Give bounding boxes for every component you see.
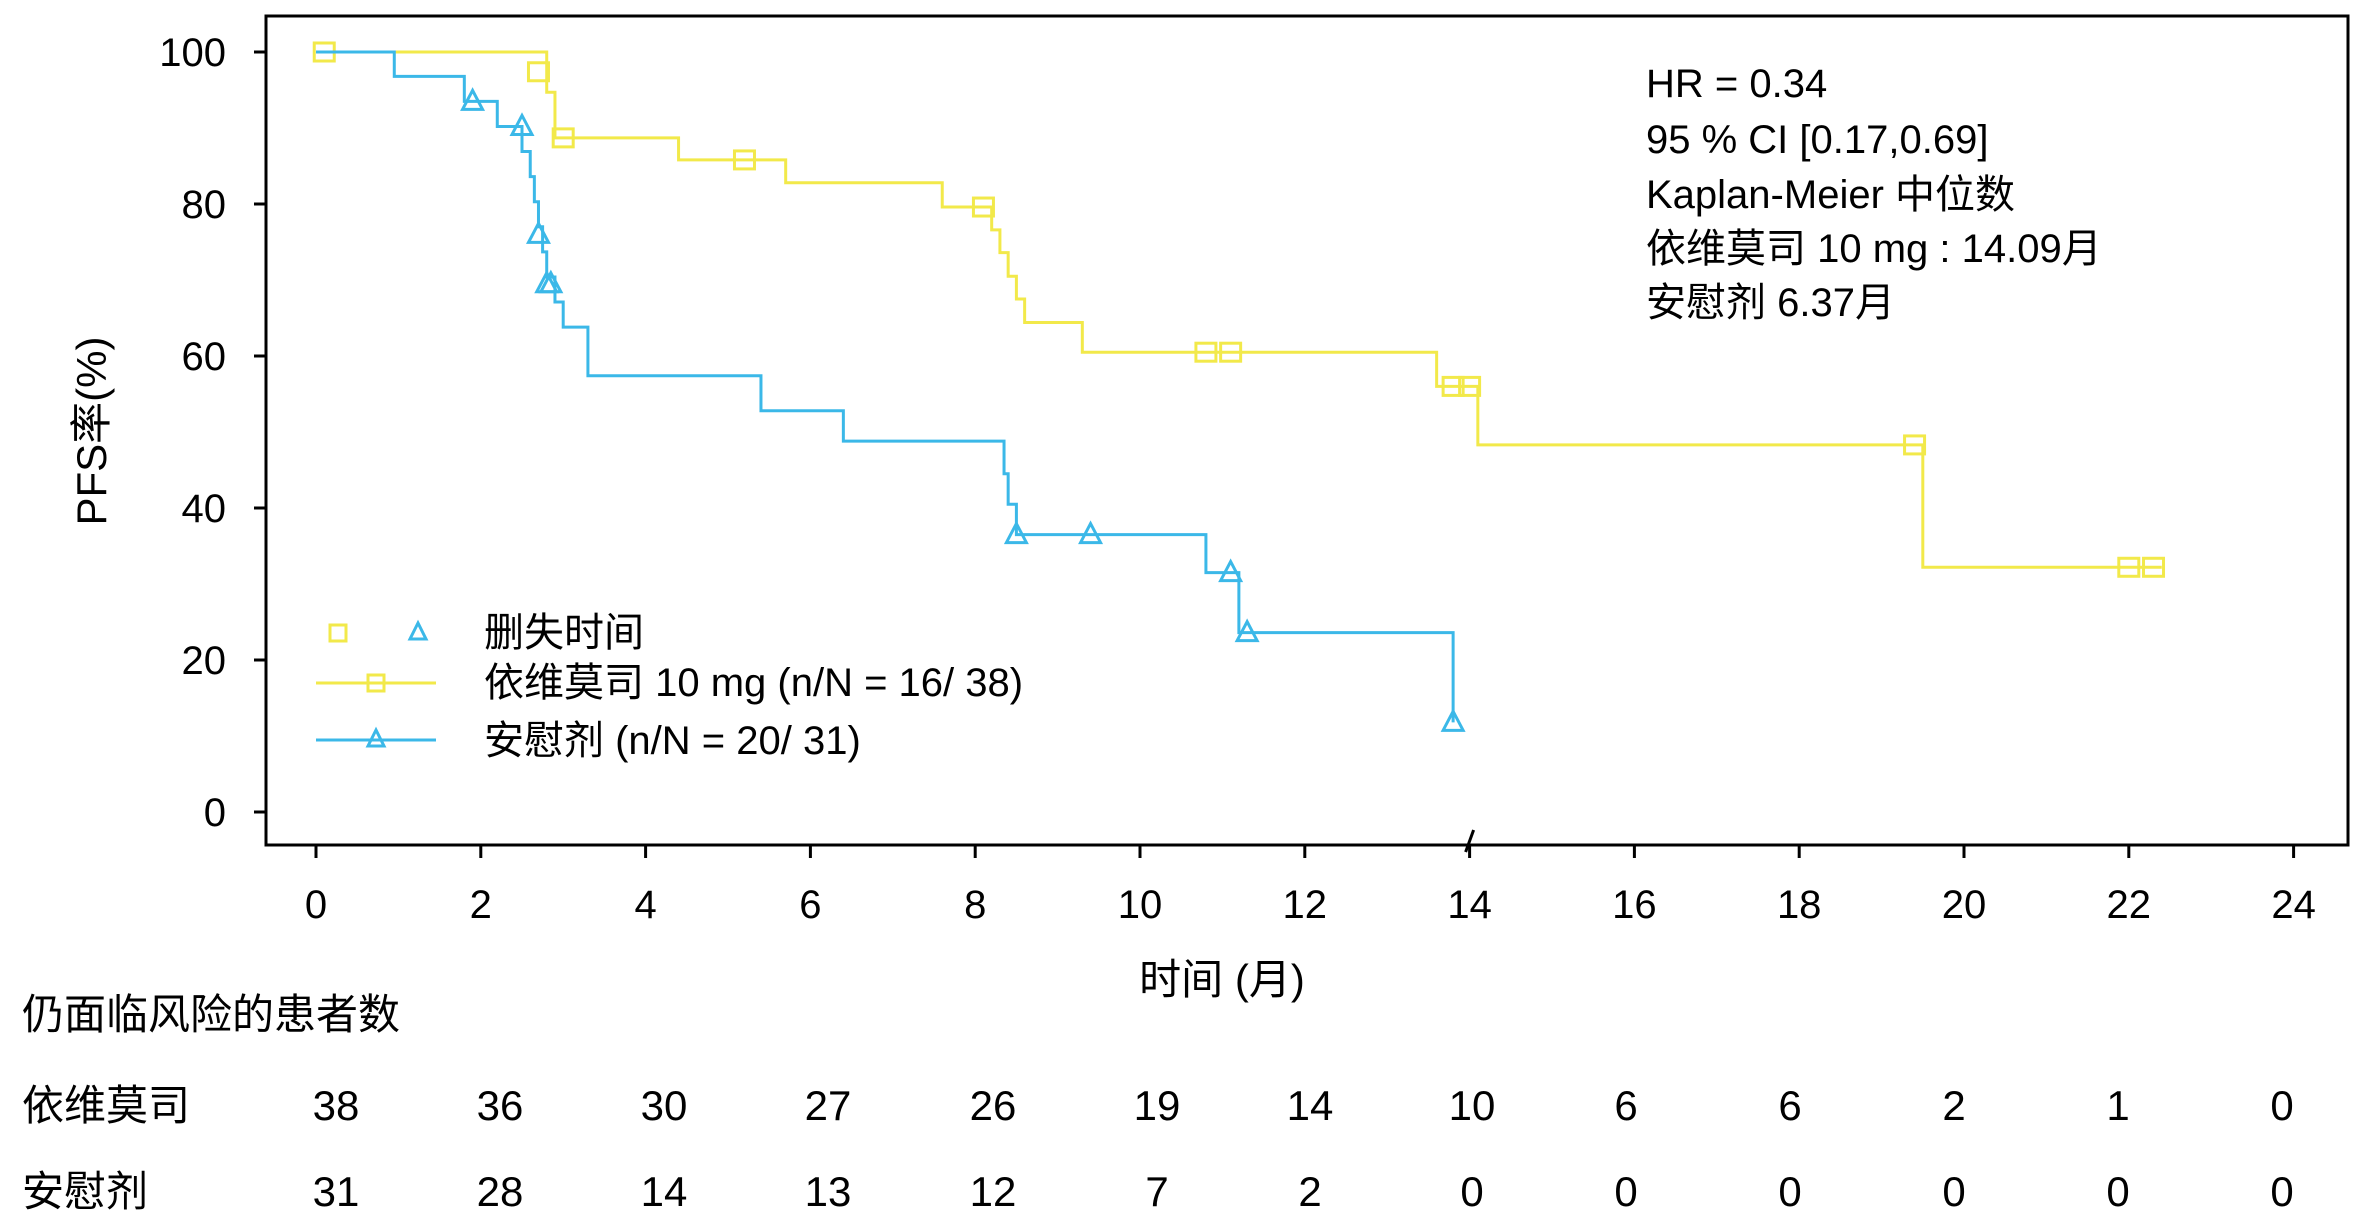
risk-value: 12 xyxy=(970,1168,1017,1215)
risk-value: 0 xyxy=(1460,1168,1483,1215)
legend: 删失时间 依维莫司 10 mg (n/N = 16/ 38) 安慰剂 (n/N … xyxy=(316,611,1023,763)
y-tick-label: 60 xyxy=(182,335,227,379)
risk-value: 0 xyxy=(2270,1082,2293,1129)
x-tick-label: 4 xyxy=(634,883,656,927)
risk-value: 13 xyxy=(805,1168,852,1215)
legend-placebo-marker xyxy=(365,726,387,748)
risk-value: 6 xyxy=(1614,1082,1637,1129)
censor-marker xyxy=(971,196,995,218)
x-tick-label: 20 xyxy=(1942,883,1987,927)
censor-marker xyxy=(1003,520,1029,545)
risk-value: 2 xyxy=(1942,1082,1965,1129)
x-tick-label: 12 xyxy=(1283,883,1328,927)
risk-row-label: 安慰剂 xyxy=(22,1168,148,1215)
risk-value: 31 xyxy=(313,1168,360,1215)
risk-value: 38 xyxy=(313,1082,360,1129)
risk-table: 仍面临风险的患者数 依维莫司 安慰剂 38 36 30 27 26 19 14 10 6 6 2 1 0… xyxy=(22,991,2294,1215)
risk-value: 14 xyxy=(1287,1082,1334,1129)
censor-marker xyxy=(2142,556,2166,578)
annotation-placebo-median: 安慰剂 6.37月 xyxy=(1646,281,1895,325)
censor-marker xyxy=(525,220,551,244)
x-tick-label: 24 xyxy=(2271,883,2316,927)
censor-marker xyxy=(1458,375,1482,397)
risk-value: 0 xyxy=(1614,1168,1637,1215)
risk-value: 36 xyxy=(477,1082,524,1129)
risk-value: 19 xyxy=(1134,1082,1181,1129)
censor-marker xyxy=(538,269,564,294)
x-tick-label: 8 xyxy=(964,883,986,927)
annotation-ci: 95 % CI [0.17,0.69] xyxy=(1646,118,1988,162)
legend-censor-label: 删失时间 xyxy=(484,611,644,655)
risk-table-title: 仍面临风险的患者数 xyxy=(22,991,400,1038)
risk-value: 26 xyxy=(970,1082,1017,1129)
risk-value: 28 xyxy=(477,1168,524,1215)
x-tick-label: 0 xyxy=(305,883,327,927)
legend-everolimus-marker xyxy=(366,673,386,693)
censor-marker xyxy=(2117,556,2141,578)
risk-row-label: 依维莫司 xyxy=(22,1082,190,1129)
censor-marker xyxy=(1441,375,1465,397)
y-axis-title: PFS率(%) xyxy=(68,336,115,525)
risk-value: 0 xyxy=(1942,1168,1965,1215)
series-layer xyxy=(312,41,2166,732)
risk-value: 6 xyxy=(1778,1082,1801,1129)
x-tick-label: 16 xyxy=(1612,883,1657,927)
x-tick-label: 6 xyxy=(799,883,821,927)
risk-value: 0 xyxy=(2270,1168,2293,1215)
censor-marker xyxy=(460,87,486,111)
risk-value: 0 xyxy=(1778,1168,1801,1215)
censor-marker xyxy=(1234,618,1260,643)
risk-value: 30 xyxy=(641,1082,688,1129)
x-axis-title: 时间 (月) xyxy=(1139,956,1305,1003)
risk-value: 1 xyxy=(2106,1082,2129,1129)
x-tick-label: 10 xyxy=(1118,883,1163,927)
annotation-hr: HR = 0.34 xyxy=(1646,62,1827,106)
legend-censor-triangle xyxy=(407,619,429,641)
y-tick-label: 20 xyxy=(182,639,227,683)
censor-marker xyxy=(1078,520,1104,545)
censor-marker xyxy=(1194,341,1218,363)
risk-value: 10 xyxy=(1449,1082,1496,1129)
censor-marker xyxy=(551,127,575,149)
annotation-block: HR = 0.34 95 % CI [0.17,0.69] Kaplan-Mei… xyxy=(1646,62,2102,325)
legend-placebo-label: 安慰剂 (n/N = 20/ 31) xyxy=(484,719,861,763)
y-axis: 0 20 40 60 80 100 xyxy=(159,31,266,835)
risk-value: 7 xyxy=(1145,1168,1168,1215)
x-tick-label: 2 xyxy=(470,883,492,927)
legend-everolimus-label: 依维莫司 10 mg (n/N = 16/ 38) xyxy=(484,661,1023,705)
x-tick-label: 22 xyxy=(2107,883,2152,927)
risk-value: 14 xyxy=(641,1168,688,1215)
y-tick-label: 100 xyxy=(159,31,226,75)
censor-marker xyxy=(732,149,756,171)
y-tick-label: 80 xyxy=(182,183,227,227)
series-everolimus xyxy=(312,41,2166,578)
y-tick-label: 40 xyxy=(182,487,227,531)
censor-marker xyxy=(509,112,535,136)
axis-break xyxy=(1464,829,1476,853)
annotation-everolimus-median: 依维莫司 10 mg : 14.09月 xyxy=(1646,227,2102,271)
x-axis: 0 2 4 6 8 10 12 14 16 18 20 22 24 xyxy=(305,829,2316,927)
censor-marker xyxy=(1218,558,1244,583)
km-step-line xyxy=(316,50,1455,723)
x-tick-label: 14 xyxy=(1447,883,1492,927)
censor-marker xyxy=(1219,341,1243,363)
annotation-km-median: Kaplan-Meier 中位数 xyxy=(1646,173,2015,217)
risk-value: 27 xyxy=(805,1082,852,1129)
x-tick-label: 18 xyxy=(1777,883,1822,927)
risk-value: 2 xyxy=(1298,1168,1321,1215)
censor-marker xyxy=(1440,708,1466,732)
series-placebo xyxy=(316,50,1466,732)
plot-frame xyxy=(264,14,2350,847)
censor-marker xyxy=(1903,434,1927,456)
y-tick-label: 0 xyxy=(204,791,226,835)
censor-marker xyxy=(526,61,550,83)
risk-value: 0 xyxy=(2106,1168,2129,1215)
legend-censor-square xyxy=(328,623,348,643)
